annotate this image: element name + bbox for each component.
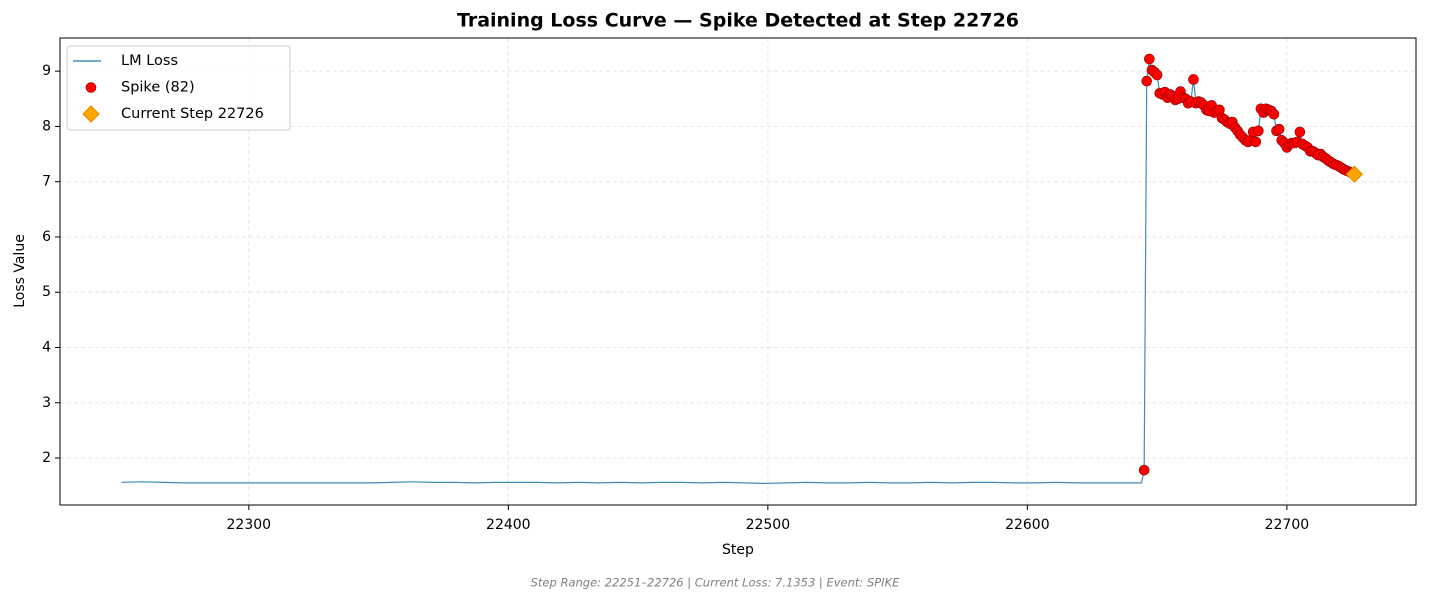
current-step-marker (1345, 165, 1364, 183)
legend-swatch (85, 82, 97, 93)
spike-point (1294, 126, 1306, 138)
y-tick-label: 5 (42, 284, 51, 300)
spike-point (1273, 123, 1285, 135)
legend-swatch (82, 105, 100, 123)
spike-point (1144, 53, 1155, 65)
y-tick-label: 9 (42, 63, 51, 79)
y-tick-label: 3 (42, 395, 51, 411)
x-tick-label: 22500 (746, 517, 791, 533)
x-tick-label: 22700 (1265, 517, 1310, 533)
spike-point (1250, 136, 1262, 148)
spike-point (1253, 125, 1264, 137)
y-tick-label: 4 (42, 339, 51, 355)
spike-point (1268, 108, 1280, 120)
footnote: Step Range: 22251–22726 | Current Loss: … (531, 576, 900, 590)
spike-point (1151, 69, 1163, 81)
plot-frame (59, 37, 1417, 506)
y-tick-label: 2 (42, 450, 51, 466)
spike-point (1138, 464, 1150, 476)
x-tick-label: 22300 (227, 517, 272, 533)
x-tick-label: 22400 (486, 517, 531, 533)
legend-label: Current Step 22726 (121, 106, 264, 122)
x-tick-label: 22600 (1005, 517, 1050, 533)
spike-point (1141, 75, 1153, 87)
spike-point (1188, 74, 1199, 85)
legend-label: Spike (82) (121, 80, 195, 96)
x-axis-label: Step (722, 542, 754, 558)
y-tick-label: 6 (42, 229, 51, 245)
legend-label: LM Loss (121, 53, 178, 69)
y-axis-label: Loss Value (12, 234, 28, 308)
y-tick-label: 7 (42, 174, 51, 190)
y-tick-label: 8 (42, 118, 51, 134)
chart-title: Training Loss Curve — Spike Detected at … (457, 10, 1019, 32)
legend-box (66, 45, 291, 131)
